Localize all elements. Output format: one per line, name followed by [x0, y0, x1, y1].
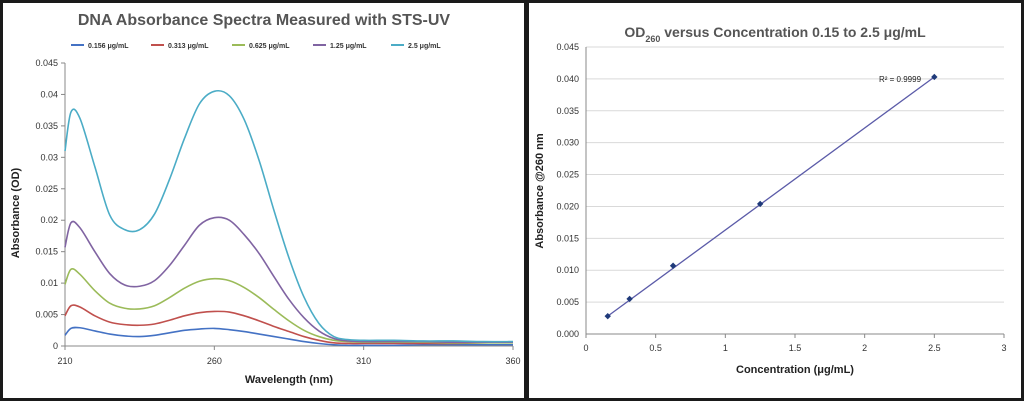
data-point-marker: [626, 295, 633, 303]
spectra-x-tick-label: 210: [57, 356, 72, 366]
spectra-y-tick-label: 0.01: [40, 278, 58, 288]
calibration-x-tick-label: 3: [1001, 343, 1006, 353]
legend-label: 1.25 μg/mL: [330, 43, 367, 50]
calibration-y-tick-label: 0.035: [556, 106, 579, 116]
calibration-title-main: OD: [624, 24, 645, 40]
calibration-title-rest: versus Concentration 0.15 to 2.5 μg/mL: [660, 24, 926, 40]
spectra-y-tick-label: 0.035: [35, 121, 58, 131]
spectra-legend: 0.156 μg/mL 0.313 μg/mL 0.625 μg/mL 1.25 μg…: [71, 43, 441, 50]
calibration-x-tick-label: 1: [723, 343, 728, 353]
spectra-x-tick-label: 360: [505, 356, 520, 366]
spectra-y-tick-label: 0.04: [40, 89, 58, 99]
calibration-y-label: Absorbance @260 nm: [534, 133, 546, 248]
spectra-chart-title: DNA Absorbance Spectra Measured with STS…: [78, 12, 451, 29]
spectra-chart-panel: DNA Absorbance Spectra Measured with STS…: [3, 3, 524, 398]
spectra-x-tick-label: 260: [207, 356, 222, 366]
calibration-y-tick-label: 0.010: [556, 265, 579, 275]
calibration-x-tick-label: 2: [862, 343, 867, 353]
spectra-chart: DNA Absorbance Spectra Measured with STS…: [10, 12, 521, 386]
spectra-series-line: [64, 326, 513, 347]
spectra-series-line: [64, 304, 514, 345]
calibration-x-tick-label: 0: [583, 343, 588, 353]
r-squared-annotation: R² = 0.9999: [879, 75, 922, 84]
legend-label: 0.156 μg/mL: [88, 43, 129, 50]
calibration-x-tick-label: 2.5: [928, 343, 941, 353]
spectra-y-tick-label: 0.025: [35, 184, 58, 194]
spectra-y-tick-label: 0: [53, 341, 58, 351]
calibration-x-label: Concentration (μg/mL): [736, 364, 854, 376]
calibration-x-tick-label: 1.5: [789, 343, 802, 353]
calibration-y-tick-label: 0.045: [556, 42, 579, 52]
spectra-lines: [64, 89, 514, 347]
calibration-chart-title: OD260 versus Concentration 0.15 to 2.5 μ…: [624, 24, 926, 44]
calibration-chart: OD260 versus Concentration 0.15 to 2.5 μ…: [534, 24, 1007, 376]
calibration-y-tick-label: 0.015: [556, 233, 579, 243]
spectra-y-tick-label: 0.005: [35, 310, 58, 320]
trendline: [607, 76, 935, 317]
calibration-x-tick-label: 0.5: [649, 343, 662, 353]
calibration-y-tick-label: 0.040: [556, 74, 579, 84]
legend-label: 2.5 μg/mL: [408, 43, 441, 50]
calibration-ticks: 0.000 0.005 0.010 0.015 0.020 0.025 0.030 0.035…: [556, 42, 1006, 353]
spectra-y-label: Absorbance (OD): [10, 167, 22, 258]
spectra-x-tick-label: 310: [356, 356, 371, 366]
calibration-y-tick-label: 0.030: [556, 138, 579, 148]
spectra-series-line: [64, 216, 513, 344]
spectra-x-label: Wavelength (nm): [245, 374, 334, 386]
spectra-y-tick-label: 0.015: [35, 247, 58, 257]
spectra-y-tick-label: 0.02: [40, 215, 58, 225]
calibration-chart-panel: OD260 versus Concentration 0.15 to 2.5 μ…: [529, 3, 1021, 398]
spectra-y-tick-label: 0.045: [35, 58, 58, 68]
spectra-y-tick-label: 0.03: [40, 152, 58, 162]
data-point-marker: [669, 262, 677, 269]
calibration-y-tick-label: 0.000: [556, 329, 579, 339]
calibration-y-tick-label: 0.020: [556, 201, 579, 211]
calibration-y-tick-label: 0.005: [556, 297, 579, 307]
calibration-title-sub: 260: [645, 34, 660, 44]
calibration-gridlines: [586, 46, 1004, 303]
legend-label: 0.625 μg/mL: [249, 43, 290, 50]
calibration-y-tick-label: 0.025: [556, 170, 579, 180]
legend-label: 0.313 μg/mL: [168, 43, 209, 50]
spectra-series-line: [64, 89, 514, 343]
spectra-ticks: 0 0.005 0.01 0.015 0.02 0.025 0.03 0.035 0.04 0.0…: [35, 58, 520, 366]
